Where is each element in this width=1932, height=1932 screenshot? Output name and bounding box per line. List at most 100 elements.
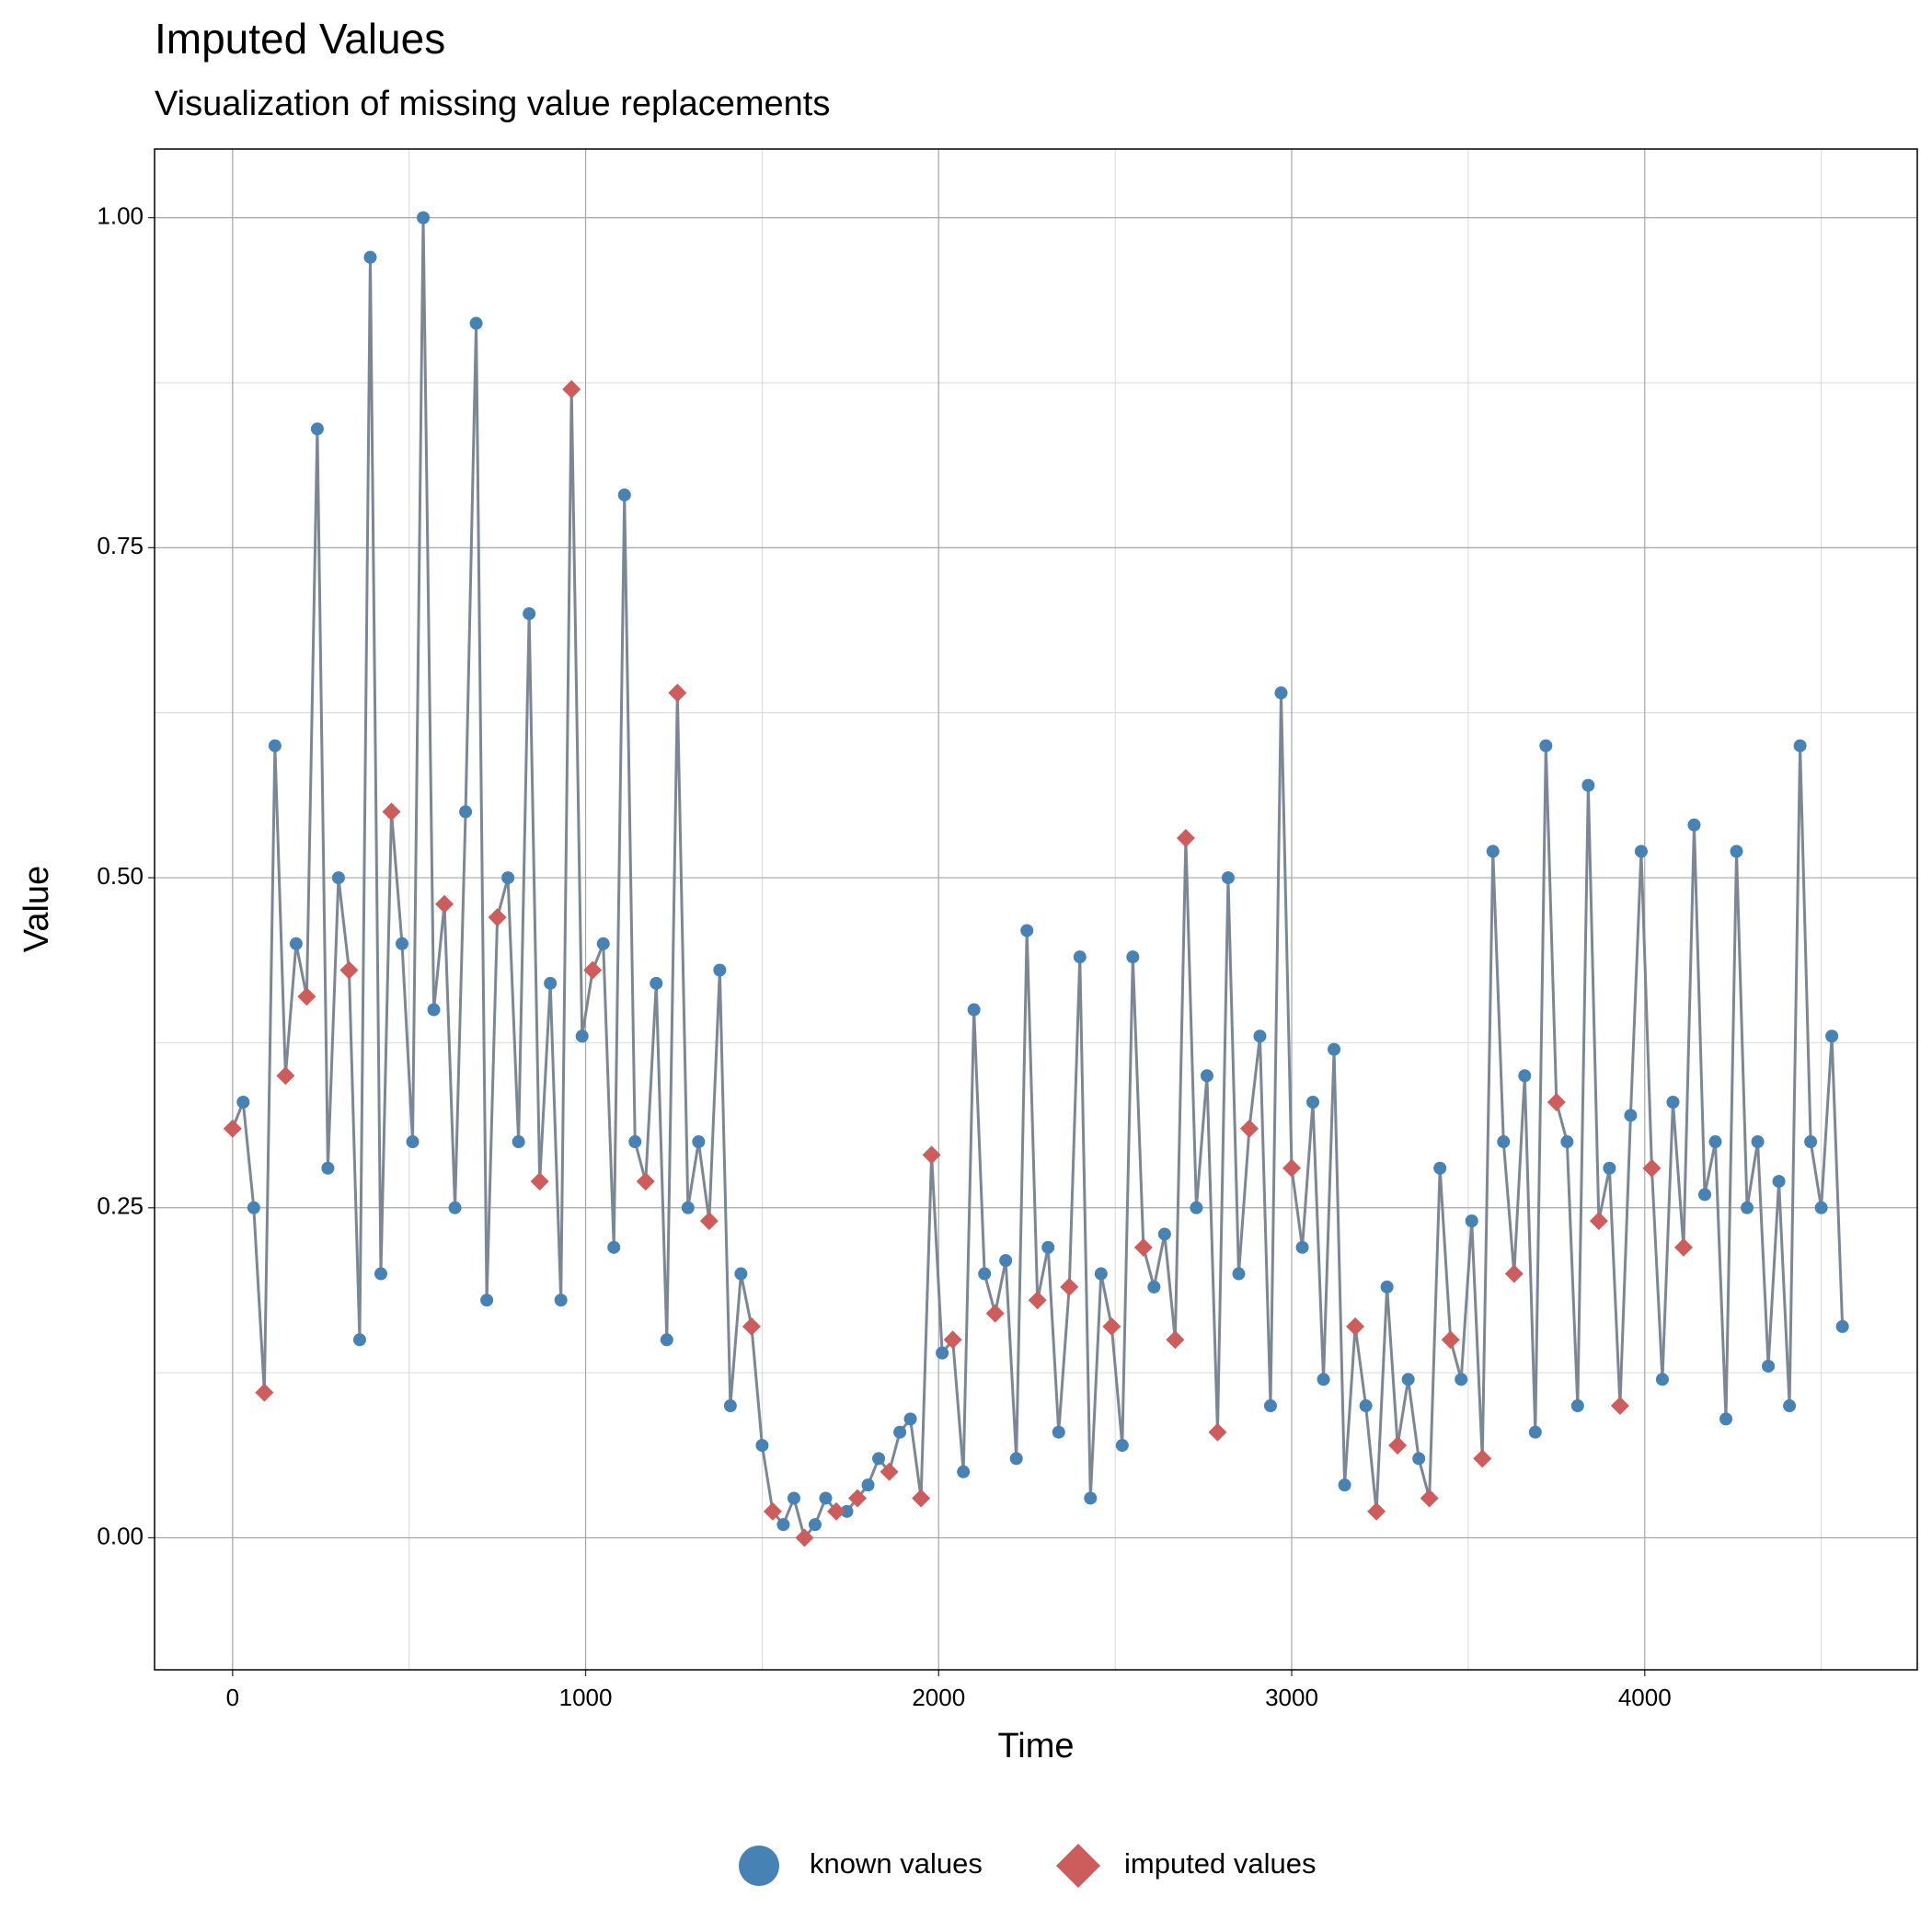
connecting-line xyxy=(326,878,340,1168)
connecting-line xyxy=(1407,1379,1420,1459)
connecting-line xyxy=(1650,1167,1664,1380)
connecting-line xyxy=(581,970,594,1037)
x-tick-label: 3000 xyxy=(1265,1684,1318,1711)
connecting-line xyxy=(665,693,679,1340)
imputed-point xyxy=(922,1145,941,1165)
imputed-point xyxy=(1673,1237,1693,1257)
connecting-line xyxy=(358,257,372,1340)
imputed-point xyxy=(1028,1291,1047,1310)
known-point xyxy=(1221,871,1235,885)
connecting-line xyxy=(368,257,383,1274)
imputed-point xyxy=(435,894,454,914)
connecting-line xyxy=(1470,1221,1484,1459)
connecting-line xyxy=(1364,1405,1378,1512)
connecting-line xyxy=(1036,1247,1050,1301)
connecting-line xyxy=(1215,878,1230,1432)
connecting-line xyxy=(951,1340,965,1472)
legend-marker xyxy=(739,1846,779,1886)
imputed-point xyxy=(1346,1317,1365,1336)
imputed-point xyxy=(339,960,359,980)
connecting-line xyxy=(1661,1101,1674,1380)
known-point xyxy=(1560,1135,1574,1149)
imputed-point xyxy=(668,684,687,703)
connecting-line xyxy=(1491,851,1505,1143)
known-point xyxy=(1528,1425,1542,1439)
connecting-line xyxy=(1586,785,1601,1222)
imputed-point xyxy=(1420,1489,1439,1508)
y-tick-label: 0.00 xyxy=(97,1522,144,1549)
connecting-line xyxy=(654,983,669,1340)
connecting-line xyxy=(1226,878,1240,1274)
imputed-point xyxy=(255,1383,274,1402)
connecting-line xyxy=(1184,837,1198,1208)
connecting-line xyxy=(400,943,415,1143)
connecting-line xyxy=(1830,1036,1845,1327)
imputed-point xyxy=(912,1489,931,1508)
connecting-line xyxy=(1724,851,1739,1420)
connecting-line xyxy=(1682,824,1696,1248)
known-point xyxy=(787,1491,800,1505)
connecting-line xyxy=(1311,1101,1326,1380)
connecting-line xyxy=(548,983,563,1301)
connecting-line xyxy=(1236,1128,1251,1274)
connecting-line xyxy=(1386,1286,1399,1446)
connecting-line xyxy=(909,1419,923,1499)
imputed-point xyxy=(1133,1237,1153,1257)
chart-title: Imputed Values xyxy=(155,15,445,63)
connecting-line xyxy=(538,983,552,1182)
connecting-line xyxy=(475,323,489,1301)
connecting-line xyxy=(623,494,637,1143)
known-point xyxy=(1751,1135,1765,1149)
known-point xyxy=(1274,686,1288,700)
connecting-line xyxy=(1534,745,1547,1432)
known-point xyxy=(936,1346,949,1360)
known-point xyxy=(1697,1188,1711,1202)
known-point xyxy=(1232,1267,1246,1281)
imputed-point xyxy=(880,1462,899,1481)
known-point xyxy=(1634,845,1648,858)
known-point xyxy=(1200,1069,1213,1083)
connecting-line xyxy=(1523,1075,1537,1432)
connecting-line xyxy=(1766,1181,1781,1367)
known-point xyxy=(840,1504,854,1518)
connecting-line xyxy=(1735,851,1749,1208)
known-point xyxy=(1338,1478,1351,1492)
known-point xyxy=(575,1029,589,1043)
y-tick-label: 0.50 xyxy=(97,862,144,890)
known-point xyxy=(650,976,663,990)
known-point xyxy=(1455,1373,1468,1386)
known-point xyxy=(1380,1280,1394,1294)
connecting-line xyxy=(1671,1101,1685,1248)
known-point xyxy=(1190,1201,1203,1214)
x-tick-label: 4000 xyxy=(1618,1684,1672,1711)
known-point xyxy=(523,607,536,621)
known-point xyxy=(893,1425,907,1439)
imputed-point xyxy=(1239,1119,1259,1138)
connecting-line xyxy=(1703,1141,1717,1195)
known-point xyxy=(1412,1452,1426,1466)
connecting-line xyxy=(612,494,627,1248)
imputed-point xyxy=(1208,1422,1227,1442)
connecting-line xyxy=(972,1009,986,1274)
imputed-point xyxy=(1060,1277,1079,1296)
connecting-line xyxy=(707,970,721,1222)
known-point xyxy=(1094,1267,1108,1281)
connecting-line xyxy=(1280,693,1294,1168)
connecting-line xyxy=(464,323,478,812)
imputed-point xyxy=(636,1172,655,1191)
connecting-line xyxy=(347,970,362,1340)
known-point xyxy=(957,1465,971,1478)
connecting-line xyxy=(443,903,457,1208)
connecting-line xyxy=(1597,1167,1611,1222)
known-point xyxy=(1084,1491,1098,1505)
connecting-line xyxy=(1121,957,1134,1446)
imputed-point xyxy=(276,1066,295,1086)
known-point xyxy=(999,1254,1013,1268)
known-point xyxy=(1708,1135,1722,1149)
known-point xyxy=(1317,1373,1330,1386)
connecting-line xyxy=(1025,930,1040,1301)
connecting-line xyxy=(421,217,436,1010)
connecting-line xyxy=(1269,693,1283,1407)
known-point xyxy=(1126,950,1140,964)
connecting-line xyxy=(1194,1075,1209,1208)
